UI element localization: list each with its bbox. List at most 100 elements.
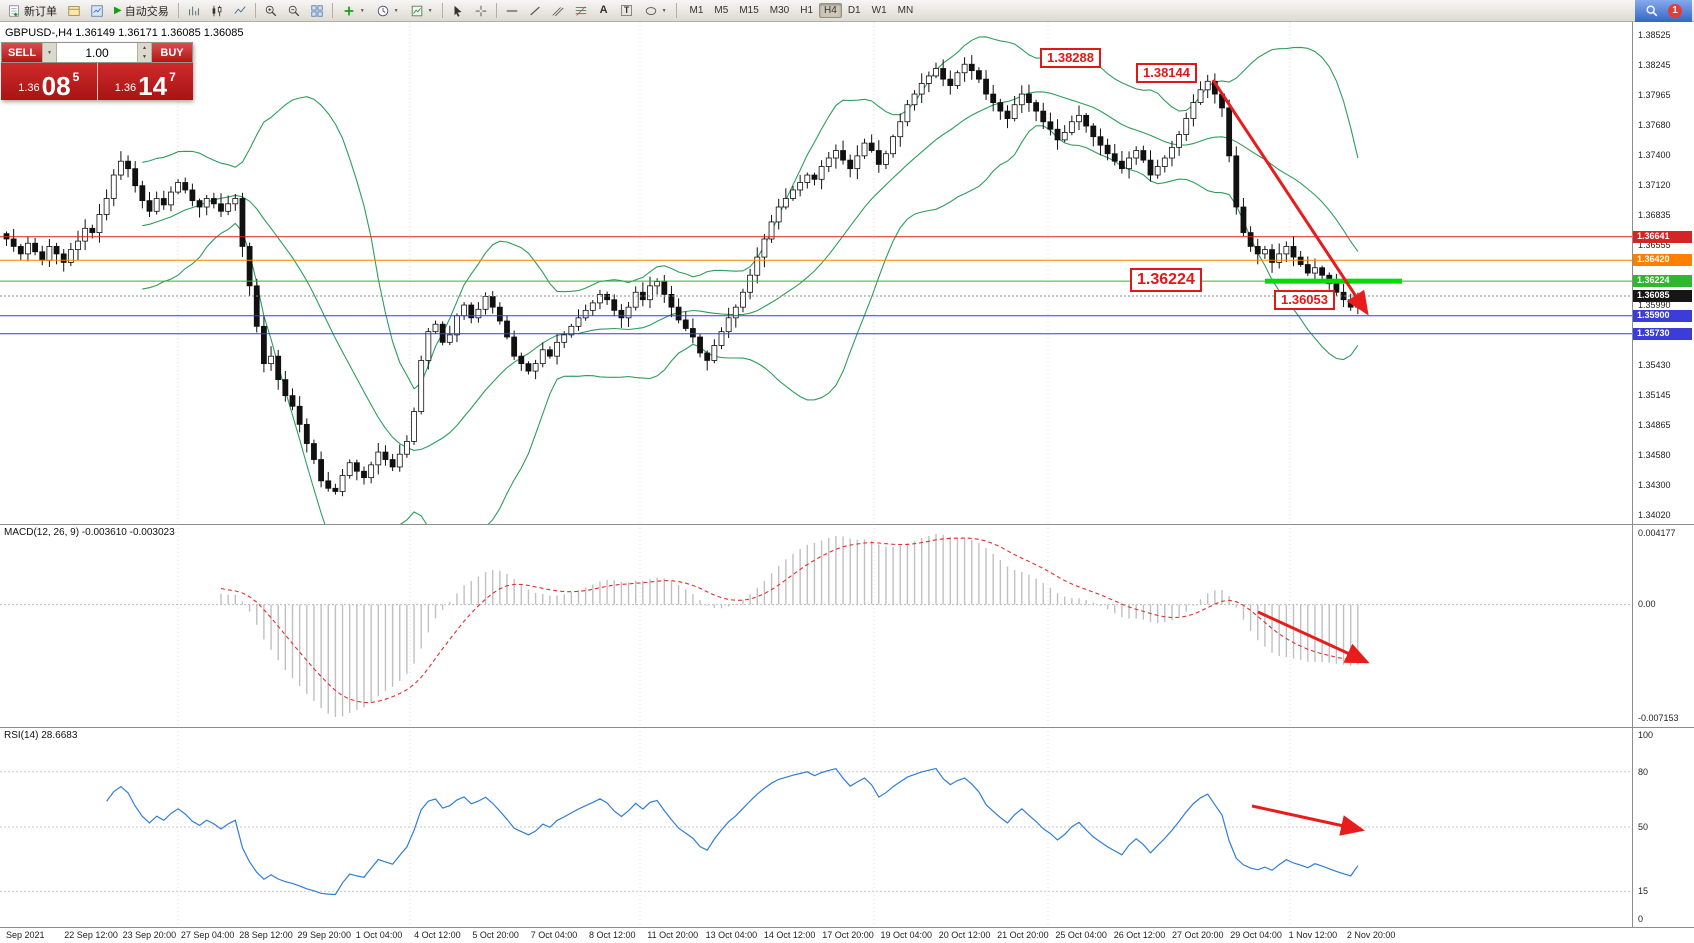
price-axis-tick: 1.38245 [1638,59,1671,70]
time-axis-label: 14 Oct 12:00 [763,930,816,940]
price-axis-tick: 1.36555 [1638,239,1671,250]
crosshair-icon [475,5,486,16]
time-axis-label: Sep 2021 [6,930,45,940]
chart-ohlc-header: GBPUSD-,H4 1.36149 1.36171 1.36085 1.360… [5,27,244,39]
trendline-icon [529,6,540,15]
price-axis-border [1632,22,1633,927]
panel-separator[interactable] [0,524,1694,525]
cursor-button[interactable] [447,1,469,21]
zoom-out-icon [288,5,300,16]
volume-down-icon[interactable]: ▼ [142,54,147,61]
sell-quote-button[interactable]: 1.36 08 5 [1,63,97,100]
timeframe-button-M1[interactable]: M1 [689,5,704,16]
rsi-level-label: 15 [1638,886,1649,897]
macd-label: MACD(12, 26, 9) -0.003610 -0.003023 [4,527,175,538]
notification-badge[interactable]: 1 [1668,3,1682,18]
price-annotation[interactable]: 1.36224 [1130,268,1202,292]
channel-tool-button[interactable] [547,1,569,21]
label-tool-button[interactable]: T [616,1,638,21]
volume-stepper: ▲ ▼ [137,43,152,62]
new-order-label: 新订单 [24,5,57,18]
candlestick-chart-icon [212,5,222,16]
data-window-icon [68,5,80,16]
buy-button[interactable]: BUY [152,43,192,62]
market-watch-button[interactable] [86,1,108,21]
channel-icon [552,6,564,16]
macd-canvas[interactable] [0,524,1632,727]
price-tag: 1.35900 [1633,309,1692,322]
price-annotation[interactable]: 1.36053 [1274,290,1335,311]
timeframe-button-H4[interactable]: H4 [819,3,842,18]
search-icon[interactable] [1645,4,1659,18]
time-axis-label: 27 Sep 04:00 [180,930,235,940]
tile-windows-button[interactable] [306,1,328,21]
new-order-button[interactable]: 新订单 [2,1,62,21]
timeframe-button-MN[interactable]: MN [897,5,914,16]
zoom-out-button[interactable] [283,1,305,21]
rsi-level-label: 50 [1638,822,1649,832]
timeframe-button-D1[interactable]: D1 [847,5,861,16]
periods-button[interactable]: ▼ [371,1,404,21]
time-axis-label: 7 Oct 04:00 [530,930,578,940]
titlebar-right: 1 [1635,0,1692,22]
bar-chart-button[interactable] [183,1,205,21]
order-type-dropdown[interactable]: ▼ [42,43,57,62]
price-axis-tick: 1.34020 [1638,510,1671,520]
line-chart-button[interactable] [229,1,251,21]
time-axis-label: 22 Sep 12:00 [64,930,118,940]
horizontal-line-tool-button[interactable] [501,1,523,21]
price-axis-tick: 1.34580 [1638,450,1671,461]
time-axis-label: 8 Oct 12:00 [589,930,636,940]
toolbar-separator [675,3,677,18]
price-tag: 1.36420 [1633,254,1692,267]
trendline-tool-button[interactable] [524,1,546,21]
candlestick-chart-button[interactable] [206,1,228,21]
toolbar-separator [331,3,333,18]
timeframe-button-H1[interactable]: H1 [800,5,814,16]
auto-trading-button[interactable]: ▶ 自动交易 [109,1,174,21]
indicators-button[interactable]: ▼ [337,1,370,21]
data-window-button[interactable] [63,1,85,21]
volume-up-icon[interactable]: ▲ [142,44,147,51]
time-axis-label: 23 Sep 20:00 [122,930,177,940]
shapes-button[interactable]: ▼ [639,1,672,21]
rsi-canvas[interactable] [0,727,1632,927]
timeframe-button-M15[interactable]: M15 [739,5,759,16]
price-tag: 1.36085 [1633,289,1692,302]
time-axis-label: 13 Oct 04:00 [705,930,758,940]
zoom-in-button[interactable] [260,1,282,21]
crosshair-button[interactable] [470,1,492,21]
time-axis-label: 27 Oct 20:00 [1172,930,1224,940]
sell-price-pip: 5 [72,70,80,84]
text-tool-button[interactable]: A [593,1,615,21]
fibonacci-tool-button[interactable] [570,1,592,21]
timeframe-button-M30[interactable]: M30 [769,5,790,16]
volume-input[interactable] [57,43,137,62]
panel-separator[interactable] [0,727,1694,728]
rsi-panel: RSI(14) 28.6683 100 80 50 15 0 [0,727,1694,927]
toolbar-separator [254,3,256,18]
cursor-icon [454,5,462,17]
time-axis[interactable]: Sep 2021 22 Sep 12:00 23 Sep 20:00 27 Sep 0… [0,927,1694,943]
price-axis-tick: 1.37400 [1638,149,1671,160]
chevron-down-icon: ▼ [393,7,399,14]
price-axis-tick: 1.36835 [1638,210,1671,221]
price-annotation[interactable]: 1.38288 [1040,48,1101,69]
new-order-icon [9,4,19,17]
market-watch-icon [91,4,103,17]
price-annotation[interactable]: 1.38144 [1136,63,1197,84]
price-chart-canvas[interactable] [0,22,1632,524]
timeframe-button-W1[interactable]: W1 [871,5,887,16]
price-tag: 1.36224 [1633,275,1692,288]
time-axis-label: 1 Oct 04:00 [355,930,403,940]
buy-quote-button[interactable]: 1.36 14 7 [97,63,193,100]
timeframe-group: M1 M5 M15 M30 H1 H4 D1 W1 MN [685,3,919,18]
time-axis-label: 29 Oct 04:00 [1230,930,1282,940]
price-axis-tick: 1.35430 [1638,359,1671,370]
time-axis-label: 21 Oct 20:00 [997,930,1049,940]
trade-controls-row: SELL ▼ ▲ ▼ BUY [1,42,193,63]
templates-button[interactable]: ▼ [405,1,438,21]
sell-button[interactable]: SELL [2,43,42,62]
timeframe-button-M5[interactable]: M5 [714,5,729,16]
